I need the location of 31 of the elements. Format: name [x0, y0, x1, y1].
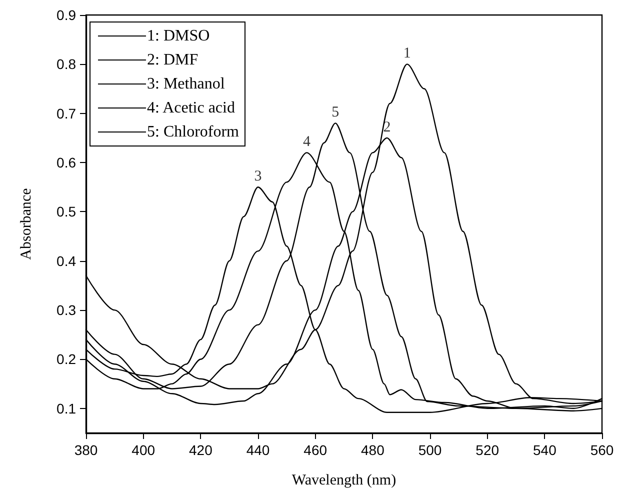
- annotation: 2: [383, 119, 391, 136]
- x-tick-label: 420: [188, 442, 213, 458]
- x-tick-label: 540: [532, 442, 557, 458]
- legend-label: 3: Methanol: [147, 76, 226, 92]
- y-tick-label: 0.8: [56, 56, 76, 72]
- x-tick-label: 460: [304, 442, 328, 458]
- y-axis-title: Absorbance: [18, 188, 34, 260]
- legend-label: 4: Acetic acid: [147, 100, 235, 116]
- y-tick-label: 0.9: [56, 7, 76, 23]
- annotation: 4: [302, 134, 311, 150]
- x-tick-label: 400: [132, 442, 156, 458]
- legend-label: 1: DMSO: [147, 28, 210, 44]
- annotation: 1: [403, 46, 411, 62]
- annotation: 5: [332, 104, 340, 121]
- annotation: 3: [254, 168, 262, 185]
- legend-label: 2: DMF: [147, 52, 198, 68]
- x-tick-label: 520: [476, 442, 500, 458]
- y-tick-label: 0.6: [56, 154, 76, 171]
- y-tick-label: 0.3: [56, 302, 76, 318]
- x-tick-label: 440: [246, 442, 270, 458]
- y-tick-label: 0.7: [56, 105, 76, 122]
- x-tick-label: 480: [360, 442, 385, 458]
- legend-label: 5: Chloroform: [147, 124, 240, 140]
- x-axis-title: Wavelength (nm): [292, 472, 396, 488]
- y-tick-label: 0.5: [56, 204, 76, 220]
- x-tick-label: 560: [590, 442, 614, 458]
- x-tick-label: 380: [74, 442, 98, 458]
- y-tick-label: 0.1: [56, 400, 76, 416]
- y-tick-label: 0.4: [56, 252, 76, 269]
- y-tick-label: 0.2: [56, 351, 76, 368]
- x-tick-label: 500: [418, 442, 442, 458]
